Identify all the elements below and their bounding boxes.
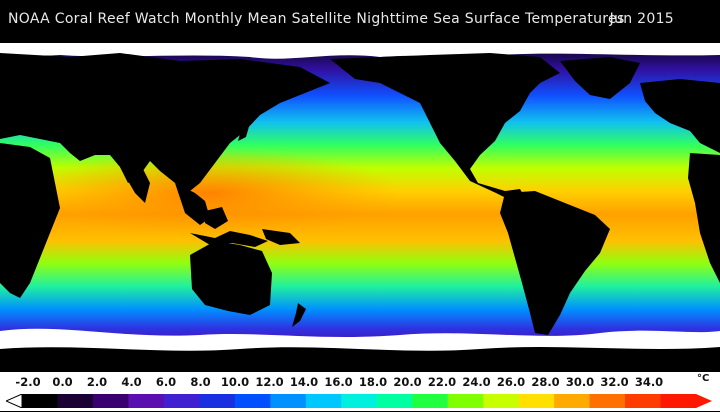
europe-west	[640, 79, 720, 153]
legend-tick-label: 22.0	[427, 375, 457, 389]
colorbar-swatch	[376, 394, 413, 408]
legend-tick-label: 34.0	[634, 375, 664, 389]
colorbar-swatch	[270, 394, 307, 408]
australia-landmass	[190, 241, 272, 315]
africa-landmass	[0, 143, 60, 298]
greenland	[560, 57, 640, 99]
colorbar-swatch	[554, 394, 591, 408]
arctic-ice	[0, 43, 720, 59]
legend-tick-label: 20.0	[393, 375, 422, 389]
legend-tick-label: 28.0	[531, 375, 560, 389]
colorbar-swatch	[625, 394, 662, 408]
legend-tick-label: 8.0	[190, 375, 211, 389]
legend-unit: °C	[697, 373, 710, 384]
legend-tick-label: 4.0	[121, 375, 142, 389]
india-peninsula	[120, 163, 150, 203]
sea-surface-temperature-map	[0, 43, 720, 372]
colorbar-swatch	[341, 394, 378, 408]
colorbar-low-arrow	[4, 393, 23, 409]
japan	[238, 111, 250, 141]
colorbar-swatch	[234, 394, 271, 408]
legend-colorbar	[4, 393, 712, 409]
legend-tick-label: 24.0	[462, 375, 491, 389]
legend-tick-label: -2.0	[15, 375, 41, 389]
colorbar-swatch	[22, 394, 58, 408]
legend-tick-label: 16.0	[324, 375, 353, 389]
africa-west	[688, 153, 720, 283]
colorbar-swatch	[92, 394, 129, 408]
map-date: Jun 2015	[609, 11, 674, 27]
legend-tick-label: 30.0	[565, 375, 595, 389]
new-zealand	[292, 303, 306, 327]
southeast-asia	[175, 183, 210, 225]
colorbar-swatch	[163, 394, 200, 408]
colorbar-swatch	[128, 394, 165, 408]
legend-tick-label: 32.0	[600, 375, 629, 389]
legend-tick-label: 18.0	[358, 375, 388, 389]
colorbar-high-arrow	[696, 394, 712, 408]
antarctica-landmass	[0, 347, 720, 372]
colorbar-swatch	[589, 394, 626, 408]
legend-tick-label: 0.0	[52, 375, 73, 389]
colorbar-swatch	[305, 394, 342, 408]
borneo	[205, 207, 228, 229]
colorbar-swatch	[447, 394, 484, 408]
temperature-legend: -2.0 0.0 2.0 4.0 6.0 8.0 10.0 12.0 14.0 16.0 18.0 2…	[0, 372, 720, 411]
colorbar-swatch	[57, 394, 94, 408]
legend-tick-label: 6.0	[155, 375, 177, 389]
legend-tick-label: 10.0	[220, 375, 250, 389]
header: NOAA Coral Reef Watch Monthly Mean Satel…	[0, 0, 720, 43]
new-guinea	[262, 229, 300, 245]
indonesia-islands	[190, 231, 268, 247]
legend-tick-label: 14.0	[289, 375, 319, 389]
indo-pacific-warm-pool	[20, 148, 400, 238]
south-america-landmass	[500, 191, 610, 335]
colorbar-swatch	[660, 394, 697, 408]
colorbar-swatch	[199, 394, 236, 408]
legend-tick-label: 26.0	[496, 375, 526, 389]
colorbar-swatch	[483, 394, 520, 408]
map-title: NOAA Coral Reef Watch Monthly Mean Satel…	[8, 11, 625, 27]
eurasia-landmass	[0, 53, 330, 191]
legend-tick-label: 2.0	[86, 375, 108, 389]
legend-tick-label: 12.0	[255, 375, 284, 389]
colorbar-swatch	[518, 394, 555, 408]
north-america-landmass	[330, 53, 560, 203]
colorbar-swatch	[412, 394, 449, 408]
